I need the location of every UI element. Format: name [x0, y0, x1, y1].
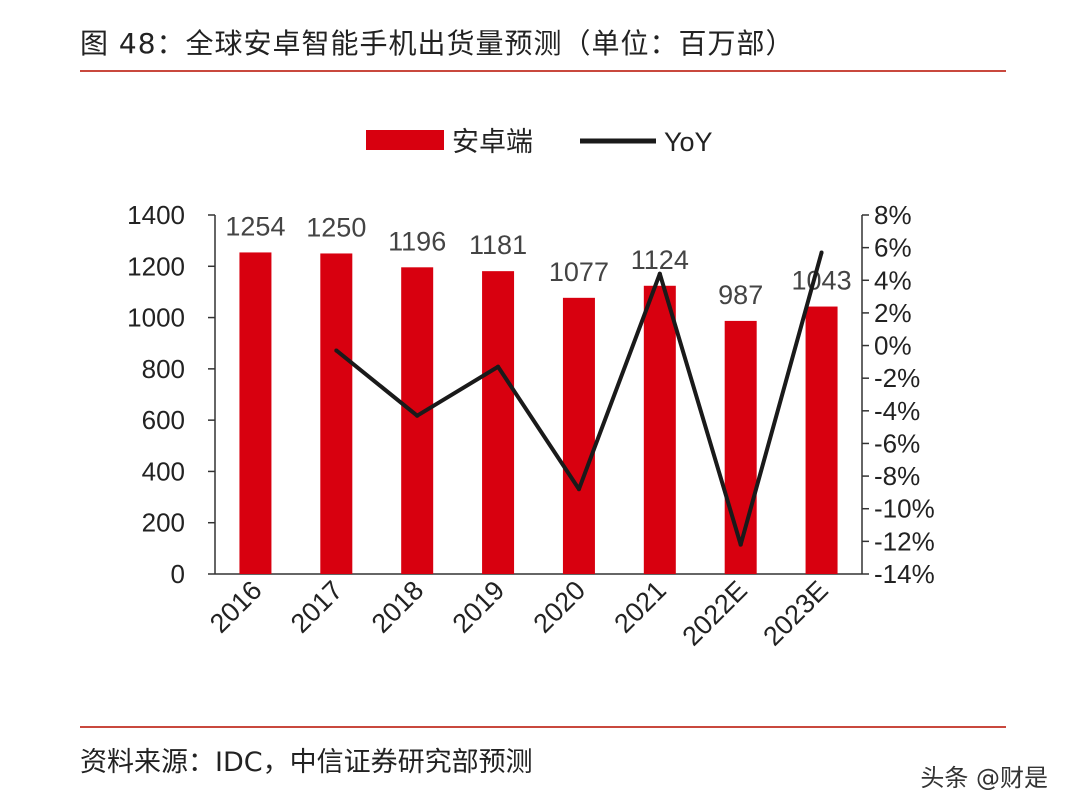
right-tick-label: -2%	[874, 363, 920, 393]
title-divider	[80, 70, 1006, 72]
bar-2020	[562, 297, 595, 574]
x-tick-labels: 2016 2017 2018 2019 2020 2021 2022E 2023E	[204, 575, 834, 651]
figure-title: 图 48：全球安卓智能手机出货量预测（单位：百万部）	[80, 27, 795, 60]
bar-2021	[643, 285, 676, 574]
bar-series	[239, 252, 838, 574]
right-tick-label: -8%	[874, 461, 920, 491]
bar-label-2016: 1254	[225, 211, 285, 241]
bar-label-2022E: 987	[718, 280, 763, 310]
bar-label-2019: 1181	[469, 230, 527, 260]
left-tick-label: 1200	[127, 251, 185, 281]
yoy-point-2023E	[819, 250, 824, 255]
legend-label-line: YoY	[664, 127, 713, 157]
right-tick-label: 0%	[874, 331, 912, 361]
bar-2017	[320, 253, 353, 574]
bar-2023E	[805, 306, 838, 574]
left-tick-label: 0	[171, 559, 185, 589]
x-tick-label-2016: 2016	[204, 575, 268, 639]
bar-label-2020: 1077	[549, 257, 609, 287]
chart-legend: 安卓端 YoY	[366, 127, 713, 157]
right-tick-label: -12%	[874, 526, 935, 556]
right-tick-label: 2%	[874, 298, 912, 328]
x-tick-label-2018: 2018	[366, 575, 430, 639]
watermark: 头条 @财是	[920, 764, 1048, 792]
legend-label-bar: 安卓端	[452, 127, 533, 157]
left-tick-label: 600	[142, 405, 185, 435]
bar-label-2021: 1124	[631, 245, 689, 275]
bar-2022E	[724, 320, 757, 574]
right-tick-label: 6%	[874, 233, 912, 263]
yoy-point-2019	[496, 364, 501, 369]
x-tick-label-2023E: 2023E	[757, 575, 833, 651]
yoy-series	[334, 250, 824, 547]
bar-2016	[239, 252, 272, 574]
source-note: 资料来源：IDC，中信证券研究部预测	[80, 747, 533, 778]
x-tick-label-2020: 2020	[527, 575, 591, 639]
bar-label-2023E: 1043	[792, 266, 852, 296]
bar-2019	[482, 271, 515, 574]
x-tick-label-2022E: 2022E	[677, 575, 753, 651]
source-divider	[80, 726, 1006, 728]
left-tick-label: 800	[142, 354, 185, 384]
right-tick-label: -4%	[874, 396, 920, 426]
yoy-point-2020	[576, 487, 581, 492]
x-tick-label-2021: 2021	[608, 575, 672, 639]
legend-swatch-bar	[366, 130, 444, 150]
left-tick-label: 1000	[127, 303, 185, 333]
right-tick-label: -10%	[874, 494, 935, 524]
yoy-point-2017	[334, 348, 339, 353]
x-tick-label-2017: 2017	[285, 575, 349, 639]
chart-axes: 0 200 400 600 800 1000 1200 1400 -14%-12%-10%-8%…	[127, 200, 935, 589]
right-tick-label: 4%	[874, 265, 912, 295]
right-tick-label: -14%	[874, 559, 935, 589]
right-tick-label: 8%	[874, 200, 912, 230]
yoy-point-2018	[415, 413, 420, 418]
bar-label-2017: 1250	[306, 212, 366, 242]
right-tick-label: -6%	[874, 428, 920, 458]
bar-label-2018: 1196	[388, 226, 446, 256]
left-tick-label: 200	[142, 508, 185, 538]
left-tick-label: 1400	[127, 200, 185, 230]
chart-area: 安卓端 YoY 0 200 400 600 800 1000 1200 1400 -14%-12%…	[127, 127, 935, 651]
x-tick-label-2019: 2019	[447, 575, 511, 639]
bar-2018	[401, 267, 434, 574]
bar-data-labels: 1254 1250 1196 1181 1077 1124 987 1043	[225, 211, 851, 309]
yoy-point-2021	[657, 271, 662, 276]
yoy-point-2022E	[738, 542, 743, 547]
left-tick-label: 400	[142, 456, 185, 486]
